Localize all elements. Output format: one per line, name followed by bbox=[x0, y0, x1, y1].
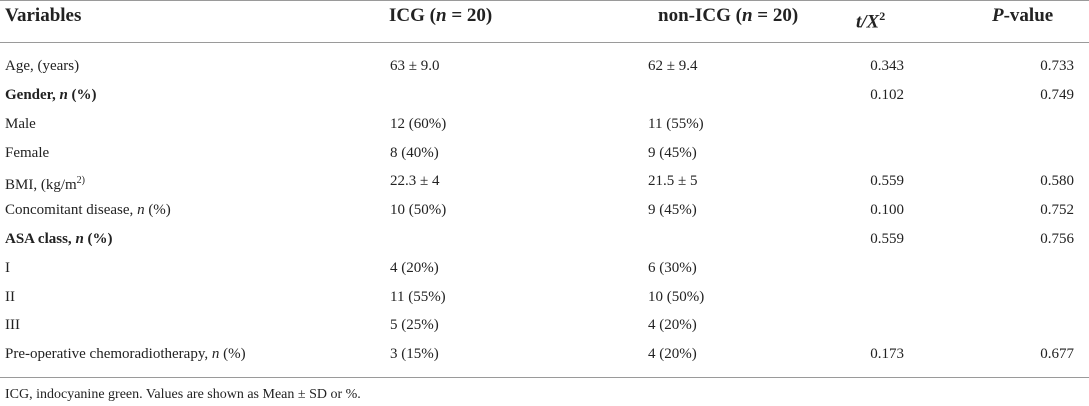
row-asa-2-non-icg: 10 (50%) bbox=[648, 289, 705, 305]
row-male-icg: 12 (60%) bbox=[390, 116, 447, 132]
row-bmi-t: 0.559 bbox=[870, 173, 904, 189]
row-gender-p: 0.749 bbox=[1040, 87, 1074, 103]
row-age-non-icg: 62 ± 9.4 bbox=[648, 58, 698, 74]
row-female-icg: 8 (40%) bbox=[390, 145, 439, 161]
row-asa-p: 0.756 bbox=[1040, 231, 1074, 247]
row-chemoradiotherapy-variable: Pre-operative chemoradiotherapy, n (%) bbox=[5, 346, 246, 362]
row-chemoradiotherapy-non-icg: 4 (20%) bbox=[648, 346, 697, 362]
row-male-non-icg: 11 (55%) bbox=[648, 116, 704, 132]
row-age-icg: 63 ± 9.0 bbox=[390, 58, 440, 74]
row-age-t: 0.343 bbox=[870, 58, 904, 74]
row-concomitant-p: 0.752 bbox=[1040, 202, 1074, 218]
row-concomitant-t: 0.100 bbox=[870, 202, 904, 218]
row-chemoradiotherapy-p: 0.677 bbox=[1040, 346, 1074, 362]
table-footnote: ICG, indocyanine green. Values are shown… bbox=[5, 387, 361, 402]
row-bmi-icg: 22.3 ± 4 bbox=[390, 173, 440, 189]
row-asa-1-icg: 4 (20%) bbox=[390, 260, 439, 276]
row-age-variable: Age, (years) bbox=[5, 58, 80, 74]
row-chemoradiotherapy-icg: 3 (15%) bbox=[390, 346, 439, 362]
row-gender-t: 0.102 bbox=[870, 87, 904, 103]
table-bottom-rule bbox=[0, 377, 1089, 378]
row-concomitant-non-icg: 9 (45%) bbox=[648, 202, 697, 218]
row-asa-1-variable: I bbox=[5, 260, 10, 276]
row-age-p: 0.733 bbox=[1040, 58, 1074, 74]
row-asa-variable: ASA class, n (%) bbox=[5, 231, 113, 247]
row-asa-1-non-icg: 6 (30%) bbox=[648, 260, 697, 276]
row-asa-2-variable: II bbox=[5, 289, 15, 305]
row-asa-2-icg: 11 (55%) bbox=[390, 289, 446, 305]
row-concomitant-icg: 10 (50%) bbox=[390, 202, 447, 218]
row-bmi-non-icg: 21.5 ± 5 bbox=[648, 173, 698, 189]
header-icg: ICG (n = 20) bbox=[389, 5, 493, 26]
row-female-non-icg: 9 (45%) bbox=[648, 145, 697, 161]
row-asa-3-icg: 5 (25%) bbox=[390, 317, 439, 333]
row-asa-t: 0.559 bbox=[870, 231, 904, 247]
row-gender-variable: Gender, n (%) bbox=[5, 87, 97, 103]
row-bmi-variable: BMI, (kg/m2) bbox=[5, 175, 86, 193]
header-t-x2: t/X2 bbox=[856, 9, 886, 33]
header-variables: Variables bbox=[5, 5, 82, 26]
row-male-variable: Male bbox=[5, 116, 36, 132]
row-asa-3-variable: III bbox=[5, 317, 20, 333]
header-p-value: P-value bbox=[992, 5, 1054, 26]
row-female-variable: Female bbox=[5, 145, 50, 161]
row-chemoradiotherapy-t: 0.173 bbox=[870, 346, 904, 362]
row-bmi-p: 0.580 bbox=[1040, 173, 1074, 189]
header-bottom-rule bbox=[0, 42, 1089, 43]
row-asa-3-non-icg: 4 (20%) bbox=[648, 317, 697, 333]
header-non-icg: non-ICG (n = 20) bbox=[658, 5, 799, 26]
header-top-rule bbox=[0, 0, 1089, 1]
row-concomitant-variable: Concomitant disease, n (%) bbox=[5, 202, 171, 218]
